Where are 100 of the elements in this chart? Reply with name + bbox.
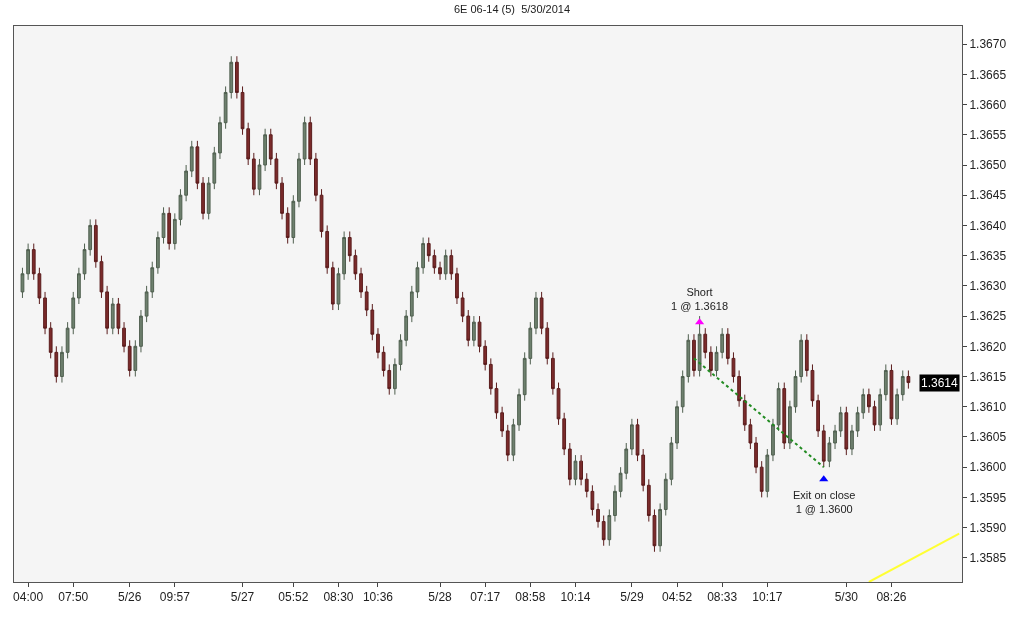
x-tick-label: 5/27	[230, 590, 255, 605]
x-tick-label: 5/30	[834, 590, 859, 605]
candlestick	[218, 116, 222, 160]
y-tick-label: 1.3595	[969, 490, 1007, 505]
candlestick	[838, 406, 843, 438]
candlestick	[844, 406, 849, 456]
candlestick	[534, 291, 538, 335]
x-tick-label: 07:50	[58, 590, 89, 605]
candlestick	[110, 297, 115, 335]
y-tick-label: 1.3655	[969, 127, 1007, 142]
y-tick-label: 1.3670	[969, 37, 1007, 52]
y-tick-label: 1.3585	[969, 551, 1007, 566]
x-tick-label: 5/29	[620, 590, 644, 605]
candlestick	[189, 140, 194, 178]
candlestick	[517, 388, 521, 432]
candlestick	[771, 418, 775, 462]
candlestick	[601, 515, 606, 547]
y-tick-label: 1.3640	[969, 218, 1007, 233]
candlestick	[201, 176, 205, 220]
annotation: 1.3614	[921, 376, 959, 390]
x-tick-label: 07:17	[470, 590, 501, 605]
candlestick	[754, 436, 758, 474]
candlestick	[889, 363, 894, 426]
candlestick	[551, 351, 555, 396]
candlestick	[878, 388, 883, 432]
x-tick-label: 5/28	[428, 590, 453, 605]
candlestick	[330, 261, 335, 311]
x-tick-label: 05:52	[278, 590, 309, 605]
candlestick	[776, 382, 781, 432]
candlestick	[443, 249, 448, 281]
y-tick-label: 1.3610	[969, 399, 1007, 414]
candlestick	[302, 116, 307, 166]
candlestick	[596, 502, 600, 529]
x-tick-label: 10:17	[752, 590, 783, 605]
candlestick	[607, 508, 612, 547]
candlestick	[472, 315, 476, 347]
candlestick	[613, 484, 617, 523]
x-tick-label: 10:14	[560, 590, 591, 605]
y-tick-label: 1.3615	[969, 369, 1007, 384]
y-tick-label: 1.3645	[969, 188, 1007, 203]
candlestick	[280, 176, 284, 220]
candlestick	[675, 400, 679, 450]
x-tick-label: 08:30	[323, 590, 354, 605]
candlestick	[788, 400, 792, 450]
y-tick-label: 1.3635	[969, 248, 1007, 263]
candlestick	[251, 152, 256, 196]
candlestick	[579, 454, 583, 486]
candlestick	[122, 321, 126, 353]
candlestick	[658, 502, 662, 553]
candlestick	[167, 206, 172, 251]
chart-title: 6E 06-14 (5) 5/30/2014	[453, 2, 571, 15]
candlestick	[77, 267, 81, 305]
candlestick	[833, 424, 837, 450]
candlestick	[697, 315, 702, 378]
candlestick	[765, 448, 770, 498]
candlestick	[359, 267, 363, 299]
candlestick	[438, 261, 442, 281]
candlestick	[285, 206, 290, 245]
candlestick	[703, 327, 708, 359]
candlestick	[573, 454, 578, 486]
candlestick	[156, 230, 160, 275]
candlestick	[867, 388, 871, 414]
candlestick	[872, 400, 877, 432]
candlestick	[393, 357, 397, 396]
y-tick-label: 1.3600	[969, 460, 1007, 475]
candlestick	[883, 363, 888, 402]
candlestick	[906, 369, 911, 390]
candlestick	[308, 116, 313, 166]
y-tick-label: 1.3660	[969, 97, 1007, 112]
candlestick	[133, 339, 138, 378]
x-tick-label: 08:58	[515, 590, 546, 605]
annotation: Exit on close 1 @ 1.3600	[793, 489, 856, 516]
y-tick-label: 1.3650	[969, 158, 1007, 173]
x-tick-label: 08:33	[707, 590, 738, 605]
candlestick	[291, 194, 296, 245]
candlestick	[127, 339, 132, 378]
candlestick	[511, 418, 516, 462]
candlestick	[116, 297, 121, 335]
candlestick	[235, 55, 239, 100]
candlestick	[161, 206, 166, 245]
y-tick-label: 1.3630	[969, 279, 1007, 294]
candlestick	[376, 327, 380, 359]
candlestick	[297, 152, 301, 208]
candlestick	[692, 333, 696, 378]
x-tick-label: 04:00	[13, 590, 44, 605]
y-tick-label: 1.3620	[969, 339, 1007, 354]
candlestick	[139, 309, 143, 353]
candlestick	[821, 424, 826, 468]
candlestick	[314, 152, 318, 202]
candlestick	[455, 267, 459, 305]
y-tick-label: 1.3605	[969, 430, 1007, 445]
candlestick	[827, 436, 832, 468]
y-tick-label: 1.3665	[969, 67, 1007, 82]
x-tick-label: 10:36	[362, 590, 394, 605]
x-tick-label: 5/26	[118, 590, 142, 605]
candlestick	[782, 382, 787, 450]
candlestick	[850, 424, 854, 456]
candlestick	[505, 424, 510, 462]
candlestick	[195, 140, 200, 190]
x-tick-label: 09:57	[159, 590, 191, 605]
